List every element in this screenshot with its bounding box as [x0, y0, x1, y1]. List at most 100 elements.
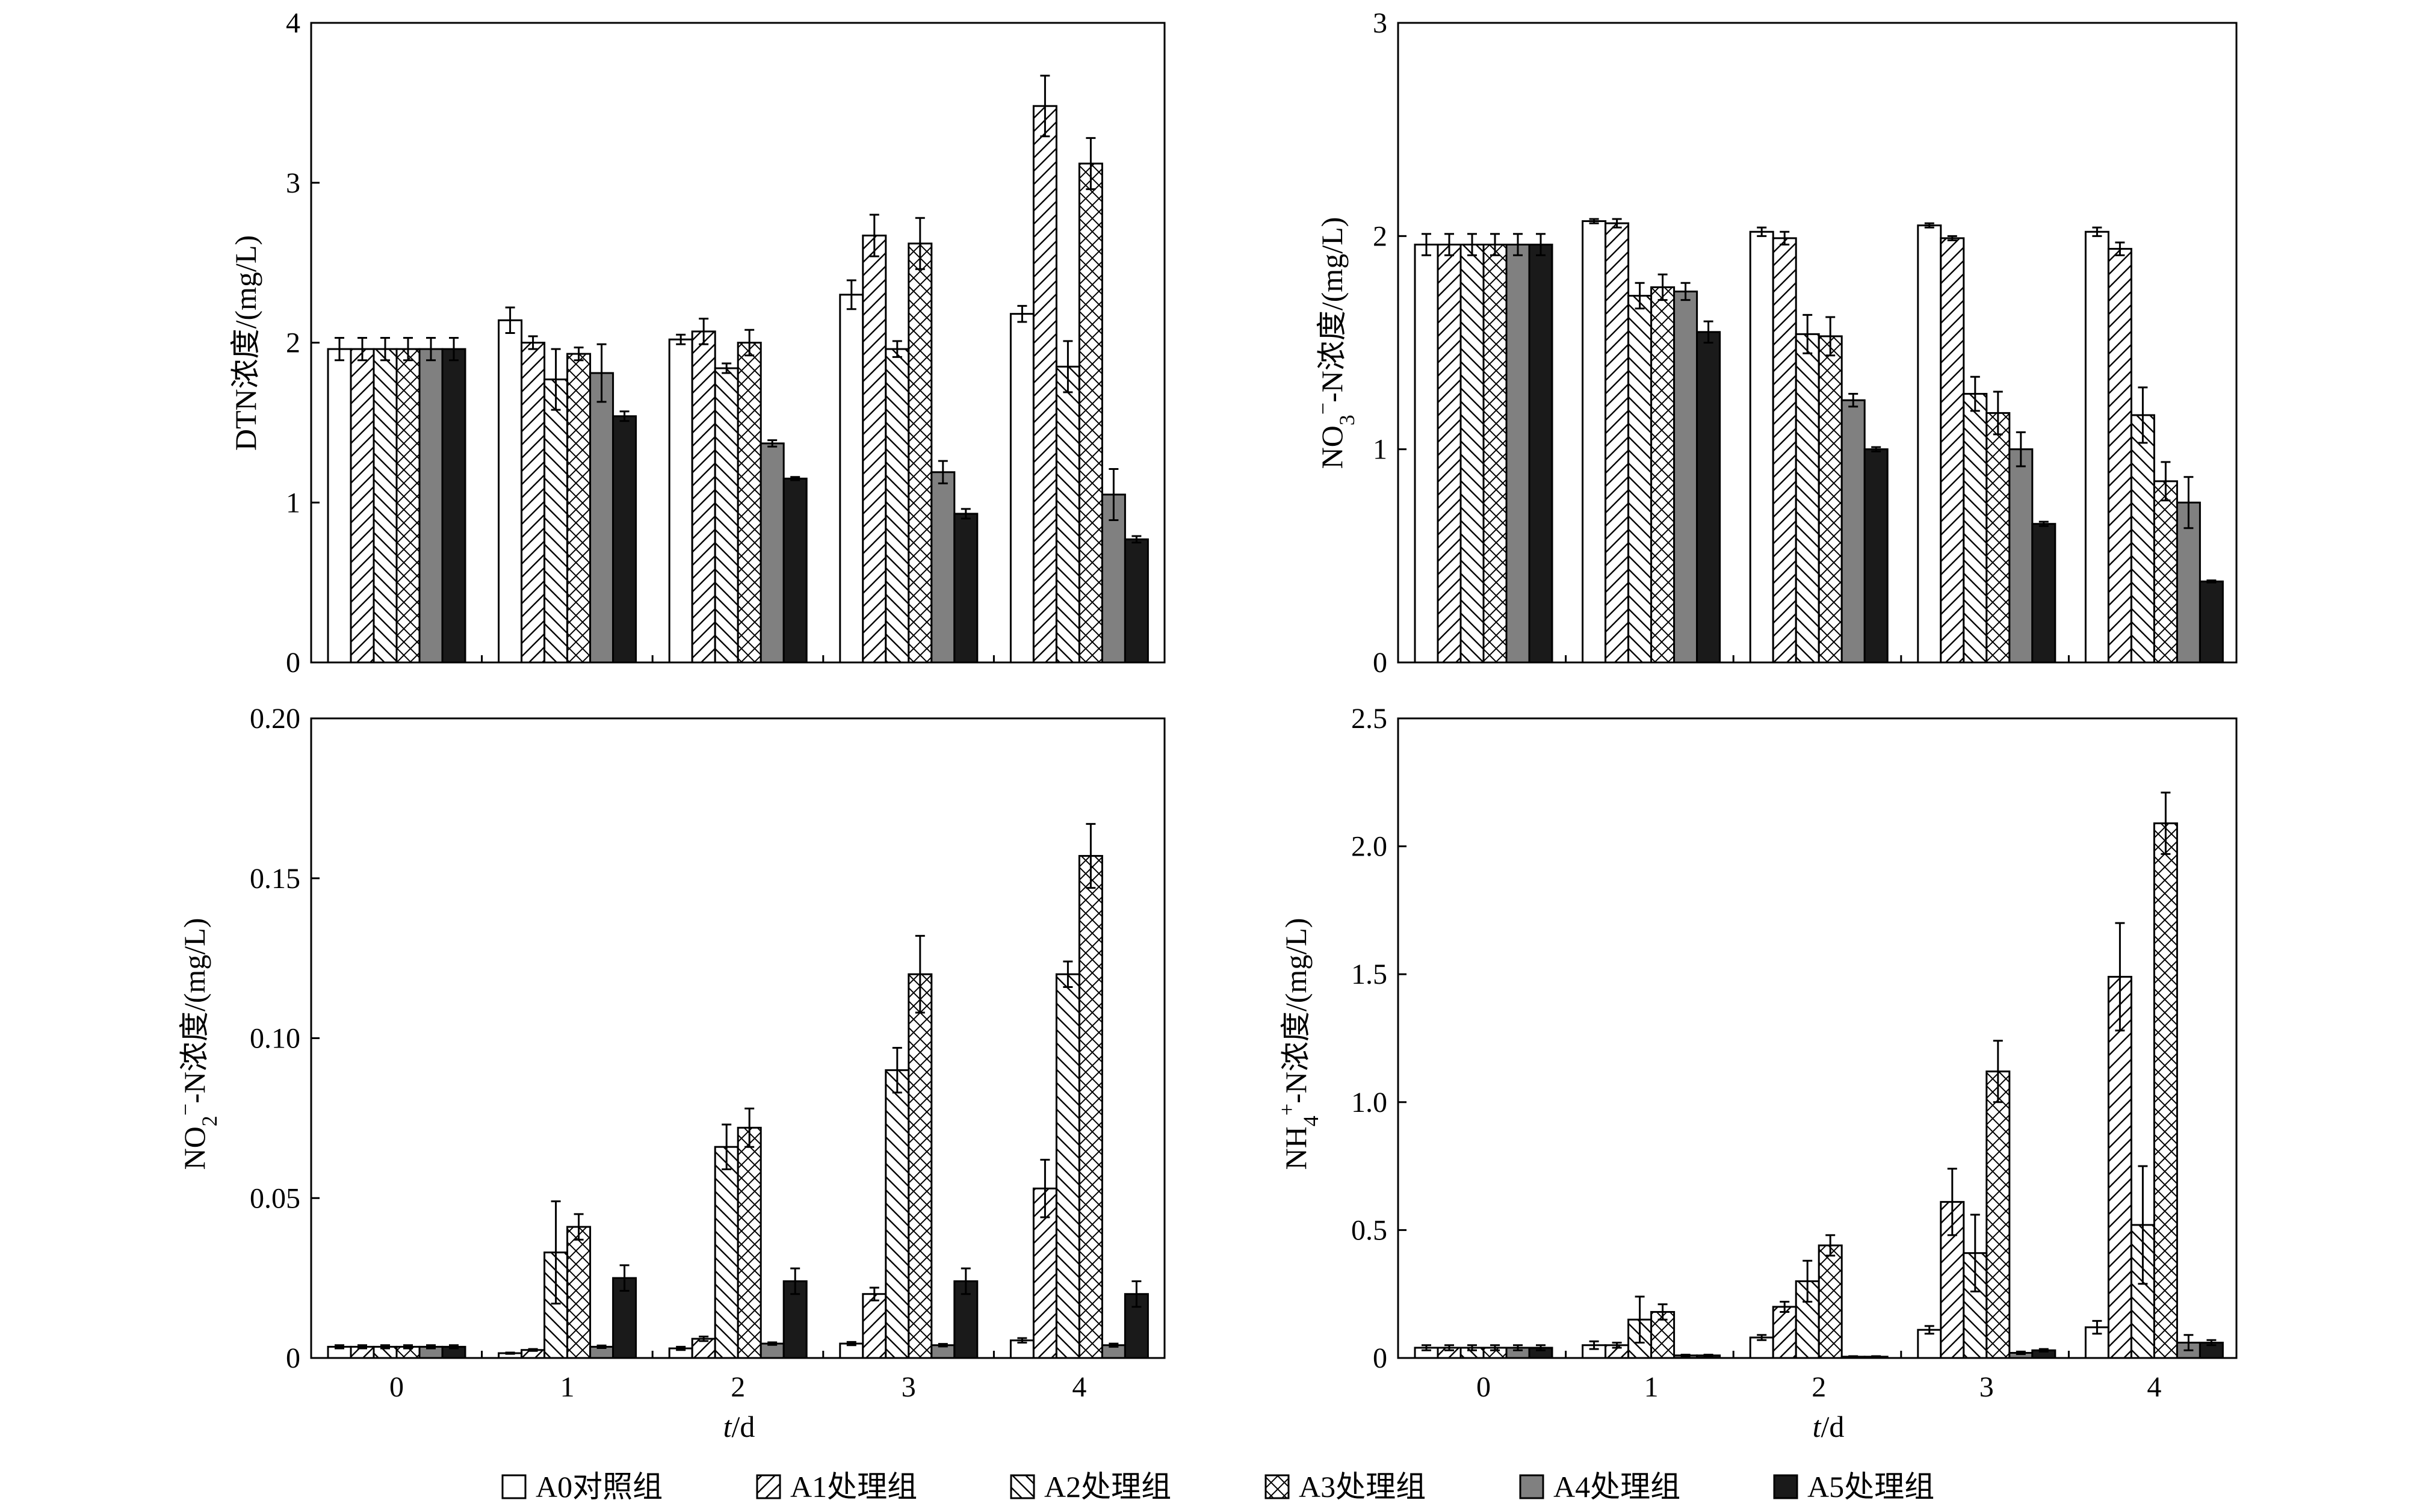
legend-label: A0对照组	[536, 1470, 663, 1504]
bar	[498, 319, 523, 664]
x-tick-label: 2	[731, 1371, 745, 1403]
bar	[1917, 224, 1942, 664]
bar	[737, 1126, 762, 1359]
y-tick-label: 2	[1373, 220, 1387, 252]
bar	[1505, 244, 1530, 664]
y-axis-label-nh4: NH4+-N浓度/(mg/L)	[1275, 918, 1323, 1170]
legend-label: A2处理组	[1044, 1470, 1171, 1504]
bar	[1459, 244, 1485, 664]
bar	[862, 234, 887, 664]
y-tick-label: 1.5	[1351, 958, 1387, 990]
bar	[2130, 414, 2155, 664]
x-tick-label: 0	[389, 1371, 404, 1403]
x-tick-label: 3	[1979, 1371, 1994, 1403]
x-tick-label: 1	[1644, 1371, 1659, 1403]
bar	[1414, 244, 1439, 664]
legend-label: A4处理组	[1553, 1470, 1680, 1504]
bar	[1055, 365, 1080, 664]
bar	[566, 1226, 592, 1359]
y-tick-label: 1.0	[1351, 1087, 1387, 1119]
bar	[1650, 286, 1676, 664]
bar	[1985, 412, 2011, 664]
bar	[668, 338, 693, 664]
bar	[2176, 501, 2201, 664]
y-tick-label: 2	[286, 327, 300, 359]
x-tick-label: 2	[1812, 1371, 1826, 1403]
y-tick-label: 0.15	[250, 863, 300, 895]
bar	[737, 342, 762, 664]
legend-swatch	[501, 1474, 527, 1499]
bar	[1627, 295, 1653, 664]
bar	[1055, 973, 1080, 1359]
x-axis-label-left: t/d	[723, 1410, 755, 1443]
y-tick-label: 3	[286, 167, 300, 199]
x-tick-label: 0	[1476, 1371, 1491, 1403]
bar	[1818, 335, 1843, 664]
y-tick-label: 2.0	[1351, 831, 1387, 863]
legend-swatch	[1010, 1474, 1035, 1499]
bar	[2153, 480, 2178, 664]
bar	[418, 348, 444, 664]
panel-no2: 0 0.05 0.10 0.15 0.20 0 1 2 3 4	[250, 703, 1166, 1403]
bar	[1582, 220, 1607, 664]
y-tick-label: 0	[1373, 1342, 1387, 1374]
bar	[373, 348, 398, 664]
bar	[885, 1069, 910, 1359]
y-tick-label: 0.10	[250, 1023, 300, 1055]
bar	[714, 367, 739, 664]
y-tick-label: 1	[286, 487, 300, 519]
y-axis-label-dtn: DTN浓度/(mg/L)	[229, 235, 262, 451]
x-tick-label: 1	[560, 1371, 575, 1403]
bar	[1985, 1070, 2011, 1359]
bar	[1863, 448, 1889, 664]
bar	[589, 372, 614, 664]
bar	[1772, 237, 1797, 664]
y-tick-label: 0	[286, 647, 300, 679]
bar	[2084, 230, 2109, 664]
bar	[1437, 244, 1462, 664]
x-tick-label: 4	[1072, 1371, 1086, 1403]
y-tick-label: 2.5	[1351, 703, 1387, 735]
bar	[1528, 244, 1553, 664]
bar	[1840, 399, 1866, 664]
bar	[1963, 393, 1988, 664]
legend-label: A5处理组	[1807, 1470, 1934, 1504]
bar	[1696, 331, 1721, 664]
bar	[327, 348, 352, 664]
y-tick-label: 0.5	[1351, 1214, 1387, 1246]
bar	[1940, 237, 1965, 664]
legend-swatch	[1773, 1474, 1798, 1499]
bar	[1795, 333, 1820, 664]
bar	[953, 513, 979, 664]
bar	[714, 1146, 739, 1359]
x-axis-label-right: t/d	[1813, 1410, 1845, 1443]
bar	[1673, 290, 1698, 664]
bar	[521, 342, 546, 664]
bar	[1078, 162, 1103, 664]
bar	[566, 353, 592, 664]
x-tick-label: 3	[902, 1371, 916, 1403]
y-tick-label: 1	[1373, 434, 1387, 466]
bar	[395, 348, 421, 664]
bar	[691, 330, 716, 664]
bar	[862, 1293, 887, 1359]
bar	[1009, 313, 1035, 664]
bar	[543, 378, 569, 664]
legend: A0对照组 A1处理组 A2处理组 A3处理组 A4处理组 A5处理组	[501, 1470, 1934, 1504]
panel-nh4: 0 0.5 1.0 1.5 2.0 2.5 0 1 2 3 4	[1351, 703, 2238, 1403]
bar	[1032, 105, 1057, 664]
bar	[1818, 1244, 1843, 1359]
bar	[350, 348, 375, 664]
bar	[782, 477, 808, 664]
bar	[839, 294, 864, 664]
y-tick-label: 0.05	[250, 1182, 300, 1214]
bar	[1482, 244, 1508, 664]
y-tick-label: 4	[286, 7, 300, 39]
legend-swatch	[756, 1474, 781, 1499]
bar	[441, 348, 466, 664]
legend-label: A3处理组	[1299, 1470, 1426, 1504]
legend-swatch	[1519, 1474, 1544, 1499]
bar	[1124, 538, 1149, 664]
bar	[1078, 855, 1103, 1359]
